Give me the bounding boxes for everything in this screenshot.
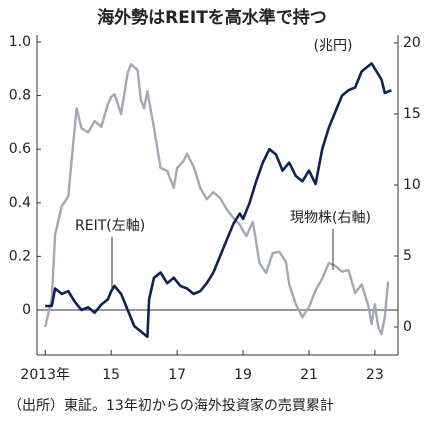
y2-tick-label: 20 [403,35,421,51]
annotation: REIT(左軸) [75,218,145,234]
x-tick-label: 15 [102,367,120,383]
y-tick-label: 1.0 [9,34,31,50]
x-tick-label: 17 [168,367,186,383]
x-tick-label: 21 [300,367,318,383]
y2-tick-label: 15 [403,106,421,122]
series-line [45,62,392,339]
y-tick-label: 0 [22,302,31,318]
y2-axis-label: (兆円) [314,38,353,54]
y2-tick-label: 5 [403,248,412,264]
y-tick-label: 0.8 [9,88,31,104]
y-tick-label: 0.6 [9,141,31,157]
y-tick-label: 0.2 [9,248,31,264]
y2-tick-label: 10 [403,177,421,193]
x-tick-label: 23 [366,367,384,383]
y-tick-label: 0.4 [9,195,31,211]
x-tick-label: 2013年 [20,367,70,383]
footnote: （出所）東証。13年初からの海外投資家の売買累計 [8,397,334,414]
series-line [44,63,390,336]
chart-title: 海外勢はREITを高水準で持つ [97,7,327,28]
x-tick-label: 19 [234,367,252,383]
annotation: 現物株(右軸) [290,210,371,226]
y2-tick-label: 0 [403,319,412,335]
